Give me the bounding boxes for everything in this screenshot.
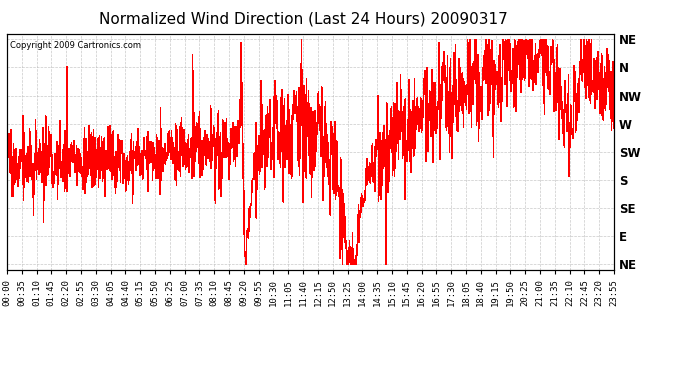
Text: Copyright 2009 Cartronics.com: Copyright 2009 Cartronics.com [10,41,141,50]
Text: Normalized Wind Direction (Last 24 Hours) 20090317: Normalized Wind Direction (Last 24 Hours… [99,11,508,26]
